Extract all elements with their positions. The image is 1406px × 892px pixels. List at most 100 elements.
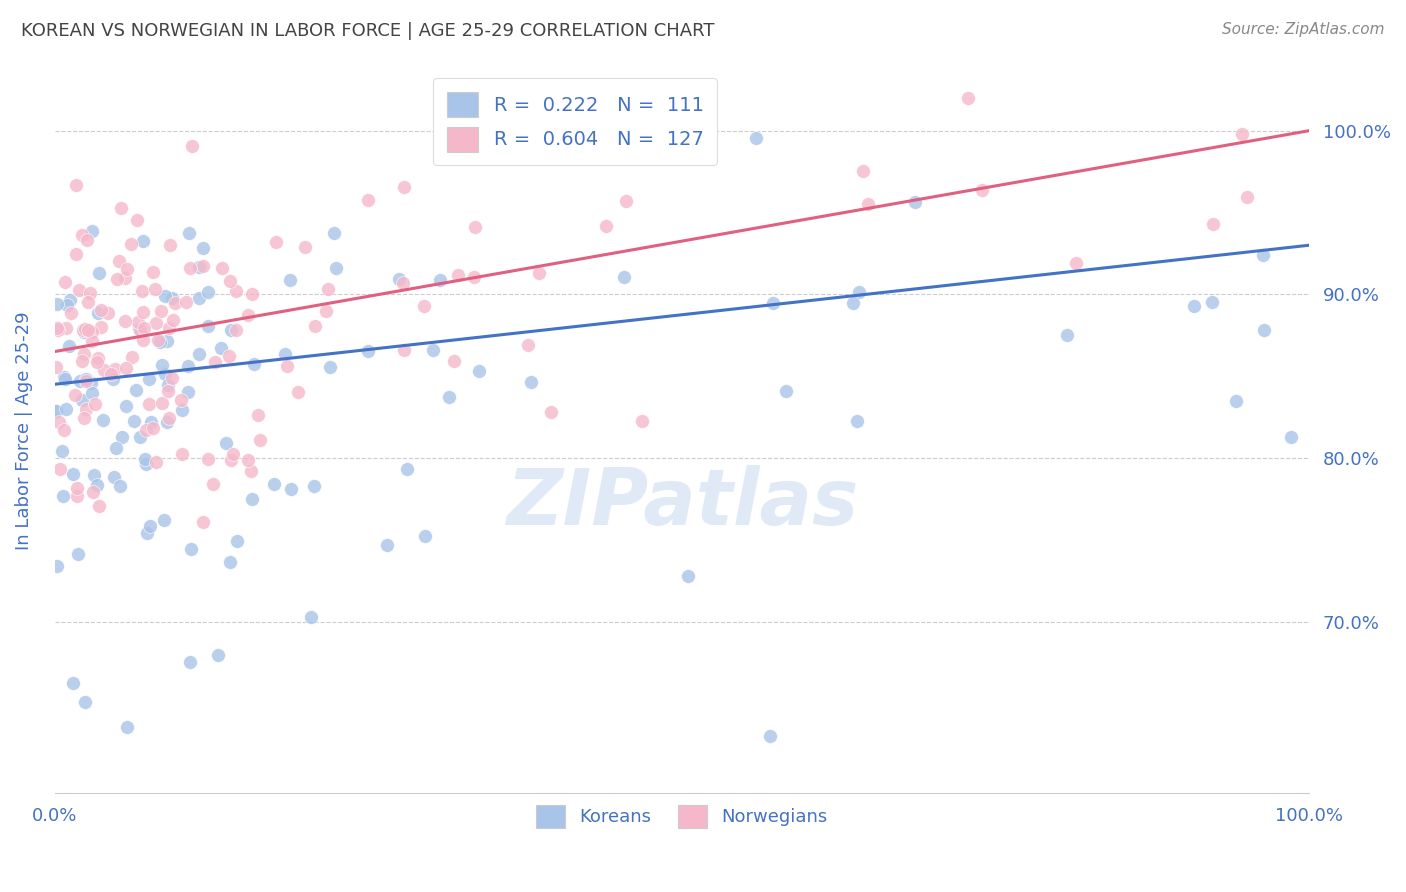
Point xyxy=(156,378,179,392)
Point xyxy=(143,282,166,296)
Point xyxy=(72,227,94,242)
Point xyxy=(214,435,236,450)
Point xyxy=(595,219,617,234)
Point xyxy=(204,355,226,369)
Point xyxy=(1201,294,1223,309)
Point xyxy=(302,479,325,493)
Point xyxy=(180,542,202,557)
Point xyxy=(138,397,160,411)
Point xyxy=(519,376,541,390)
Point xyxy=(464,219,486,234)
Text: ZIPatlas: ZIPatlas xyxy=(506,466,858,541)
Point xyxy=(856,196,879,211)
Point xyxy=(468,364,491,378)
Point xyxy=(150,358,173,372)
Point xyxy=(236,453,259,467)
Point xyxy=(392,343,415,358)
Point xyxy=(970,183,993,197)
Point xyxy=(422,343,444,358)
Point xyxy=(114,271,136,285)
Point xyxy=(219,323,242,337)
Point xyxy=(87,351,110,365)
Point xyxy=(58,339,80,353)
Point xyxy=(540,405,562,419)
Point xyxy=(59,293,82,307)
Point xyxy=(447,268,470,282)
Point xyxy=(51,444,73,458)
Point xyxy=(391,276,413,290)
Point xyxy=(174,294,197,309)
Point xyxy=(148,333,170,347)
Point xyxy=(172,447,194,461)
Point xyxy=(45,404,67,418)
Point xyxy=(225,322,247,336)
Point xyxy=(132,321,155,335)
Point xyxy=(103,372,125,386)
Point xyxy=(159,238,181,252)
Point xyxy=(197,452,219,467)
Point xyxy=(209,341,232,355)
Point xyxy=(48,415,70,429)
Point xyxy=(138,372,160,386)
Point xyxy=(105,272,128,286)
Point xyxy=(114,314,136,328)
Point xyxy=(108,479,131,493)
Text: Source: ZipAtlas.com: Source: ZipAtlas.com xyxy=(1222,22,1385,37)
Point xyxy=(65,388,87,402)
Point xyxy=(155,289,177,303)
Point xyxy=(187,291,209,305)
Point xyxy=(84,397,107,411)
Point xyxy=(66,547,89,561)
Point xyxy=(122,414,145,428)
Point xyxy=(73,325,96,339)
Point xyxy=(318,282,340,296)
Point xyxy=(73,346,96,360)
Point xyxy=(280,482,302,496)
Point xyxy=(218,349,240,363)
Point xyxy=(90,303,112,318)
Point xyxy=(134,451,156,466)
Point xyxy=(219,274,242,288)
Point xyxy=(135,525,157,540)
Point xyxy=(46,559,69,574)
Point xyxy=(111,430,134,444)
Point xyxy=(72,323,94,337)
Point xyxy=(45,404,67,418)
Point xyxy=(131,284,153,298)
Point xyxy=(249,434,271,448)
Point xyxy=(115,361,138,376)
Point xyxy=(170,403,193,417)
Point xyxy=(77,294,100,309)
Point xyxy=(179,260,201,275)
Point xyxy=(177,226,200,240)
Point xyxy=(145,316,167,330)
Point xyxy=(132,304,155,318)
Point xyxy=(157,321,180,335)
Point xyxy=(676,569,699,583)
Point xyxy=(180,138,202,153)
Point xyxy=(226,534,249,549)
Point xyxy=(150,303,173,318)
Point xyxy=(82,334,104,348)
Point xyxy=(131,333,153,347)
Point xyxy=(219,452,242,467)
Point xyxy=(1184,299,1206,313)
Point xyxy=(429,273,451,287)
Point xyxy=(107,253,129,268)
Point xyxy=(202,477,225,491)
Point xyxy=(156,415,179,429)
Point xyxy=(149,334,172,349)
Point xyxy=(75,402,97,417)
Point xyxy=(177,384,200,399)
Point xyxy=(236,308,259,322)
Point xyxy=(179,655,201,669)
Point xyxy=(69,374,91,388)
Point xyxy=(177,359,200,373)
Point xyxy=(75,322,97,336)
Point xyxy=(211,260,233,275)
Point xyxy=(613,269,636,284)
Point xyxy=(197,319,219,334)
Point xyxy=(1225,394,1247,409)
Point xyxy=(45,320,67,334)
Point xyxy=(156,334,179,349)
